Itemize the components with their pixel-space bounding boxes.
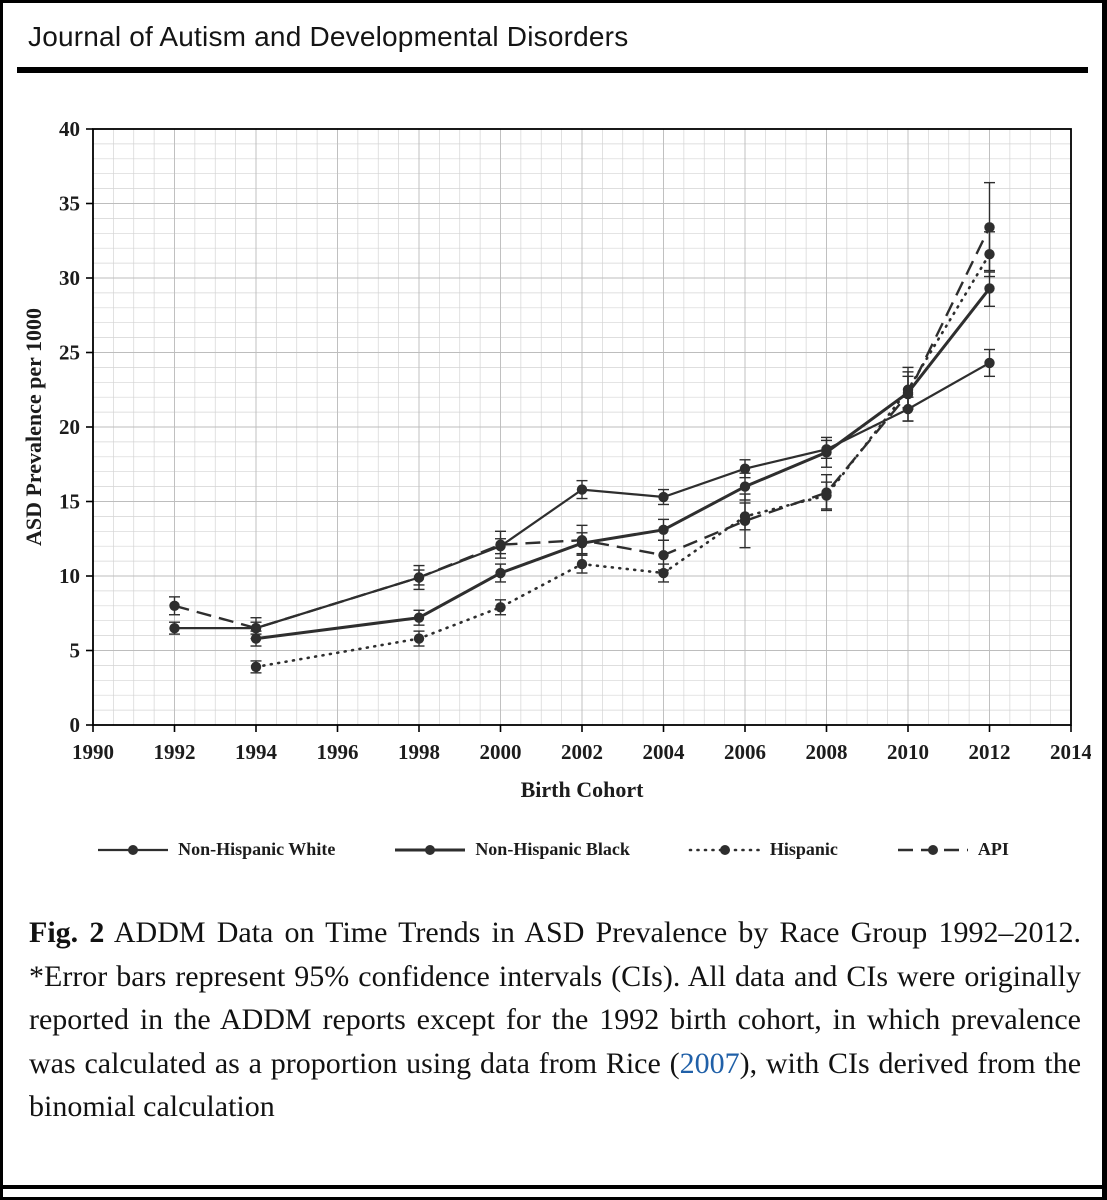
x-tick-label: 2008 xyxy=(806,740,848,764)
chart-svg: 1990 1992 1994 1996 1998 2000 2002 2004 2006 2008… xyxy=(21,117,1093,802)
series-markers-non-hispanic-black xyxy=(250,283,995,644)
x-tick-label: 1998 xyxy=(398,740,440,764)
legend-label: API xyxy=(977,839,1009,859)
y-tick-label: 20 xyxy=(59,415,80,439)
x-tick-label: 1992 xyxy=(154,740,196,764)
series-markers-api xyxy=(169,222,995,634)
legend-line-sample xyxy=(688,844,762,855)
y-tick-label: 35 xyxy=(59,192,80,216)
y-tick-label: 5 xyxy=(70,639,81,663)
y-axis-title: ASD Prevalence per 1000 xyxy=(21,308,46,546)
legend-line-sample xyxy=(98,844,169,855)
x-tick-label: 2012 xyxy=(969,740,1011,764)
legend-line-sample xyxy=(897,844,968,855)
y-tick-label: 40 xyxy=(59,117,80,141)
citation-link-rice-2007[interactable]: 2007 xyxy=(679,1046,740,1080)
x-tick-label: 2010 xyxy=(887,740,929,764)
x-tick-label: 2004 xyxy=(643,740,686,764)
x-tick-label: 2006 xyxy=(724,740,766,764)
y-tick-label: 10 xyxy=(59,564,80,588)
chart-legend: Non-Hispanic White Non-Hispanic Black Hisp… xyxy=(3,839,1102,860)
x-tick-label: 1990 xyxy=(72,740,114,764)
x-tick-label: 2002 xyxy=(561,740,603,764)
x-tick-label: 1996 xyxy=(317,740,359,764)
legend-label: Non-Hispanic White xyxy=(178,839,336,859)
x-tick-label: 2014 xyxy=(1050,740,1091,764)
footer-rule xyxy=(3,1185,1102,1189)
y-tick-label: 25 xyxy=(59,341,80,365)
gridlines xyxy=(92,128,1072,726)
x-tick-label: 2000 xyxy=(480,740,522,764)
axes: 1990 1992 1994 1996 1998 2000 2002 2004 2006 2008… xyxy=(21,117,1093,802)
caption-text-before: ADDM Data on Time Trends in ASD Prevalen… xyxy=(29,916,1081,1080)
legend-item-hispanic: Hispanic xyxy=(688,839,838,860)
legend-item-non-hispanic-black: Non-Hispanic Black xyxy=(393,839,630,860)
series-line-api xyxy=(174,226,991,630)
y-tick-label: 0 xyxy=(70,713,81,737)
x-axis-title: Birth Cohort xyxy=(521,777,645,802)
legend-label: Non-Hispanic Black xyxy=(475,839,630,859)
y-tick-label: 15 xyxy=(59,490,80,514)
legend-item-non-hispanic-white: Non-Hispanic White xyxy=(96,839,335,860)
legend-line-sample xyxy=(395,844,466,855)
x-tick-label: 1994 xyxy=(235,740,278,764)
series-markers-hispanic xyxy=(250,248,995,673)
figure-caption: Fig. 2 ADDM Data on Time Trends in ASD P… xyxy=(29,911,1081,1129)
legend-item-api: API xyxy=(896,839,1009,860)
legend-label: Hispanic xyxy=(769,839,838,859)
figure-label: Fig. 2 xyxy=(29,916,105,949)
y-tick-label: 30 xyxy=(59,266,80,290)
caption-text-after: ), with CIs derived from the binomial ca… xyxy=(29,1046,1082,1124)
asd-prevalence-chart: 1990 1992 1994 1996 1998 2000 2002 2004 2006 2008… xyxy=(19,109,1093,821)
journal-title: Journal of Autism and Developmental Diso… xyxy=(28,21,629,52)
header-rule xyxy=(17,67,1088,73)
